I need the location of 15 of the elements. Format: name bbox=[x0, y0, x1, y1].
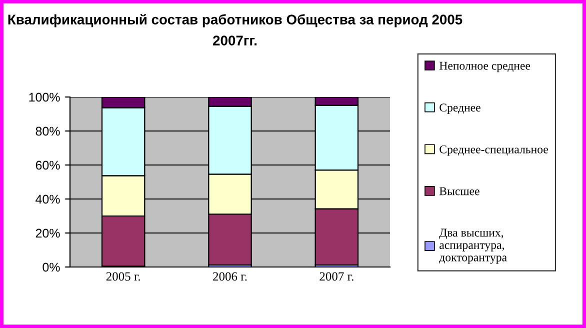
legend-label: Среднее bbox=[440, 104, 480, 114]
y-tick-label: 80% bbox=[36, 126, 60, 136]
legend-label: Высшее bbox=[439, 187, 480, 196]
y-tick-label: 20% bbox=[36, 228, 60, 238]
y-tick-label: 40% bbox=[36, 194, 60, 204]
y-tick-label: 100% bbox=[29, 92, 60, 102]
legend-label: Два высших, аспирантура, докторантура bbox=[439, 228, 507, 264]
x-tick-label: 2007 г. bbox=[320, 272, 354, 281]
y-tick-label: 0% bbox=[42, 262, 60, 272]
chart-title: Квалификационный состав работников Общества за период 2005 2007гг. bbox=[8, 14, 462, 46]
legend-label: Неполное среднее bbox=[439, 62, 530, 72]
x-tick-label: 2005 г. bbox=[106, 272, 140, 281]
legend-label: Среднее-специальное bbox=[440, 145, 548, 156]
y-tick-label: 60% bbox=[36, 160, 60, 170]
x-tick-label: 2006 г. bbox=[213, 272, 247, 281]
